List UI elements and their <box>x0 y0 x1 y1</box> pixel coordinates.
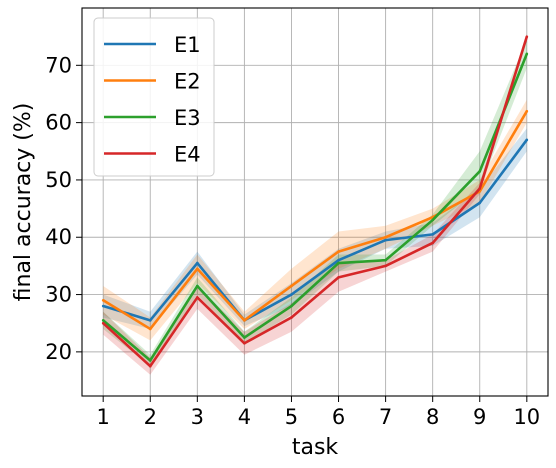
point-e1 <box>384 238 387 242</box>
point-e1 <box>196 261 199 265</box>
series-lines <box>101 35 529 368</box>
point-e3 <box>525 52 529 56</box>
y-axis-ticks: 20 30 40 50 60 70 <box>45 53 82 364</box>
point-e4 <box>431 241 434 245</box>
point-e3 <box>337 261 340 265</box>
point-e3 <box>478 170 482 173</box>
point-e4 <box>243 341 246 345</box>
line-e4 <box>102 36 529 368</box>
point-e2 <box>196 267 199 271</box>
point-e1 <box>148 319 152 322</box>
x-axis-ticks: 1 2 3 4 5 6 7 8 9 10 <box>96 396 540 429</box>
point-e2 <box>148 327 152 331</box>
point-e4 <box>337 276 340 279</box>
point-e4 <box>196 296 199 299</box>
y-tick-label: 70 <box>45 53 72 77</box>
legend-label-e4: E4 <box>174 143 201 167</box>
legend-box <box>93 17 215 177</box>
point-e3 <box>290 304 293 308</box>
point-e2 <box>101 298 105 302</box>
legend-label-e1: E1 <box>174 33 201 57</box>
x-tick-label: 5 <box>285 405 298 429</box>
x-tick-label: 3 <box>191 405 204 429</box>
point-e4 <box>148 364 152 368</box>
y-tick-label: 20 <box>45 340 72 364</box>
x-axis-label: task <box>292 435 339 460</box>
x-tick-label: 7 <box>379 405 392 429</box>
y-tick-label: 30 <box>45 283 72 307</box>
point-e3 <box>196 284 199 288</box>
y-tick-label: 40 <box>45 225 72 249</box>
line-e1 <box>102 139 528 322</box>
point-e3 <box>384 258 387 262</box>
legend-label-e3: E3 <box>174 106 201 130</box>
legend-label-e2: E2 <box>174 70 201 94</box>
point-e3 <box>101 319 105 322</box>
point-e4 <box>101 321 105 325</box>
x-tick-label: 8 <box>426 405 439 429</box>
band-e4 <box>103 33 527 375</box>
point-e4 <box>478 187 482 190</box>
line-e2 <box>102 110 528 331</box>
legend: E1 E2 E3 E4 <box>93 17 215 177</box>
point-e2 <box>337 250 340 253</box>
point-e4 <box>290 316 293 319</box>
x-tick-label: 9 <box>473 405 486 429</box>
x-tick-label: 1 <box>96 405 109 429</box>
point-e1 <box>101 304 105 308</box>
x-tick-label: 2 <box>144 405 157 429</box>
line-e3 <box>102 53 529 362</box>
point-e1 <box>337 258 340 262</box>
point-e2 <box>243 319 246 322</box>
y-axis-label: final accuracy (%) <box>11 103 36 302</box>
point-e3 <box>431 218 434 222</box>
point-e3 <box>243 336 246 339</box>
point-e1 <box>478 201 482 205</box>
x-tick-label: 10 <box>513 405 540 429</box>
point-e1 <box>431 233 434 236</box>
y-tick-label: 60 <box>45 111 72 135</box>
plot-area-frame <box>81 7 549 397</box>
point-e4 <box>384 264 387 268</box>
point-e2 <box>290 284 293 288</box>
point-e3 <box>148 359 152 362</box>
x-tick-label: 6 <box>332 405 345 429</box>
point-e4 <box>525 35 529 38</box>
y-tick-label: 50 <box>45 168 72 192</box>
point-e2 <box>525 109 529 113</box>
x-tick-label: 4 <box>238 405 251 429</box>
point-e1 <box>290 293 293 296</box>
band-e3 <box>103 39 527 367</box>
point-e2 <box>384 235 387 239</box>
point-e1 <box>525 138 529 142</box>
